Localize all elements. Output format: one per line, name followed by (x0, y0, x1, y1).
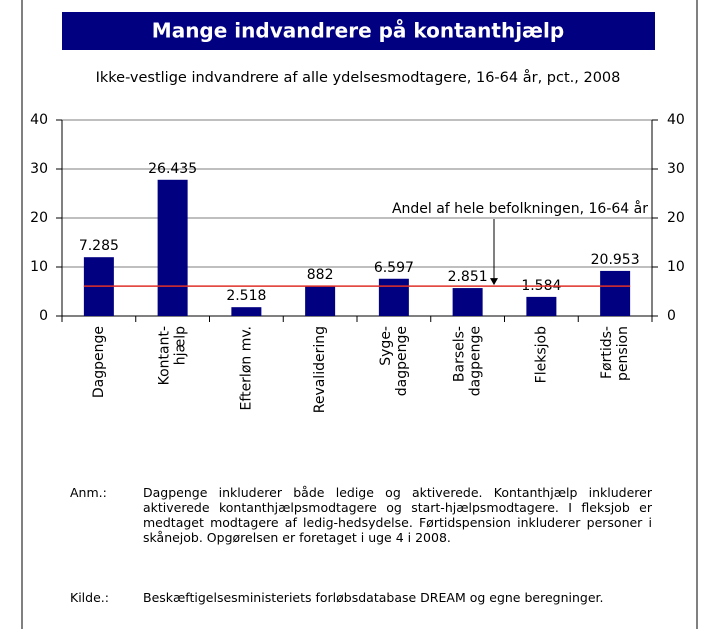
y-tick-label: 0 (39, 308, 48, 324)
y-tick-label: 30 (30, 161, 48, 177)
data-label: 6.597 (374, 260, 414, 276)
note-text: Dagpenge inkluderer både ledige og aktiv… (143, 485, 652, 545)
bar (231, 307, 262, 316)
x-tick-label: Førtids-pension (599, 326, 631, 381)
data-label: 2.851 (448, 269, 488, 285)
bar (526, 296, 557, 316)
y2-tick-label: 40 (667, 112, 685, 128)
note: Kilde.: Beskæftigelsesministeriets forløb… (70, 590, 652, 605)
note: Anm.: Dagpenge inkluderer både ledige og … (70, 485, 652, 545)
x-tick-label: Syge-dagpenge (378, 326, 410, 396)
title-box (62, 12, 655, 50)
bar (452, 288, 483, 316)
y2-tick-label: 10 (667, 259, 685, 275)
frame (21, 0, 698, 629)
y2-tick-label: 0 (667, 308, 676, 324)
reference-arrowhead (490, 278, 498, 286)
bar (600, 270, 631, 316)
bar (157, 179, 188, 316)
bar (378, 278, 409, 316)
x-tick-label: Revalidering (312, 326, 328, 413)
note-label: Anm.: (70, 485, 107, 500)
y-tick-label: 40 (30, 112, 48, 128)
data-label: 26.435 (148, 161, 197, 177)
note-text: Beskæftigelsesministeriets forløbsdataba… (143, 590, 604, 605)
y-tick-label: 10 (30, 259, 48, 275)
x-tick-label: Efterløn mv. (238, 326, 254, 410)
x-tick-label: Fleksjob (533, 326, 549, 383)
chart-subtitle: Ikke-vestlige indvandrere af alle ydelse… (96, 69, 621, 86)
y-tick-label: 20 (30, 210, 48, 226)
data-label: 882 (307, 267, 334, 283)
y2-tick-label: 20 (667, 210, 685, 226)
data-label: 7.285 (79, 238, 119, 254)
x-tick-label: Dagpenge (91, 326, 107, 398)
data-label: 20.953 (591, 252, 640, 268)
data-label: 2.518 (226, 288, 266, 304)
chart-title: Mange indvandrere på kontanthjælp (152, 19, 564, 43)
bar (305, 286, 336, 316)
y2-tick-label: 30 (667, 161, 685, 177)
x-tick-label: Barsels-dagpenge (452, 326, 484, 396)
x-tick-label: Kontant-hjælp (157, 326, 189, 386)
reference-label: Andel af hele befolkningen, 16-64 år (392, 200, 648, 217)
note-label: Kilde.: (70, 590, 109, 605)
